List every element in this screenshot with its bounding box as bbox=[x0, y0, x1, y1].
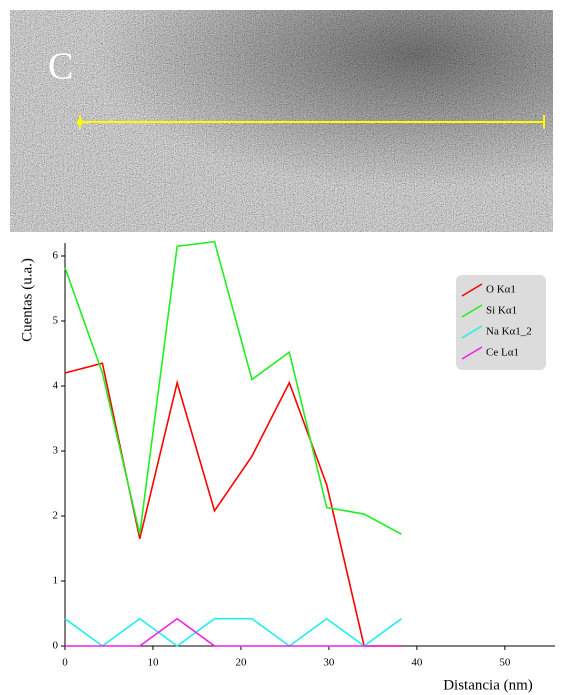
legend-label: Na Kα1_2 bbox=[486, 326, 532, 338]
legend-swatch bbox=[461, 325, 483, 339]
series-line bbox=[64, 362, 402, 647]
x-tick-label: 0 bbox=[62, 657, 68, 669]
legend-label: Si Kα1 bbox=[486, 305, 517, 317]
y-tick-label: 3 bbox=[53, 445, 59, 457]
x-tick-label: 40 bbox=[411, 657, 423, 669]
x-tick-label: 20 bbox=[235, 657, 247, 669]
legend-swatch bbox=[461, 346, 483, 360]
y-tick-label: 4 bbox=[53, 380, 59, 392]
y-tick-label: 5 bbox=[53, 315, 59, 327]
x-tick-label: 30 bbox=[323, 657, 335, 669]
y-tick-label: 6 bbox=[53, 250, 59, 262]
y-axis-label: Cuentas (u.a.) bbox=[19, 258, 35, 342]
x-tick-label: 10 bbox=[147, 657, 159, 669]
series-line bbox=[65, 617, 402, 647]
panel-label: C bbox=[48, 46, 73, 88]
micrograph: C bbox=[10, 10, 553, 232]
x-axis-label: Distancia (nm) bbox=[443, 677, 533, 693]
legend bbox=[456, 275, 546, 370]
series-line bbox=[64, 617, 402, 647]
legend-label: Ce Lα1 bbox=[486, 347, 519, 359]
y-tick-label: 1 bbox=[53, 575, 59, 587]
legend-label: O Kα1 bbox=[486, 284, 516, 296]
legend-swatch bbox=[461, 283, 483, 297]
y-tick-label: 0 bbox=[53, 640, 59, 652]
legend-swatch bbox=[461, 304, 483, 318]
x-tick-label: 50 bbox=[499, 657, 511, 669]
series-line bbox=[64, 240, 402, 535]
y-tick-label: 2 bbox=[53, 510, 59, 522]
